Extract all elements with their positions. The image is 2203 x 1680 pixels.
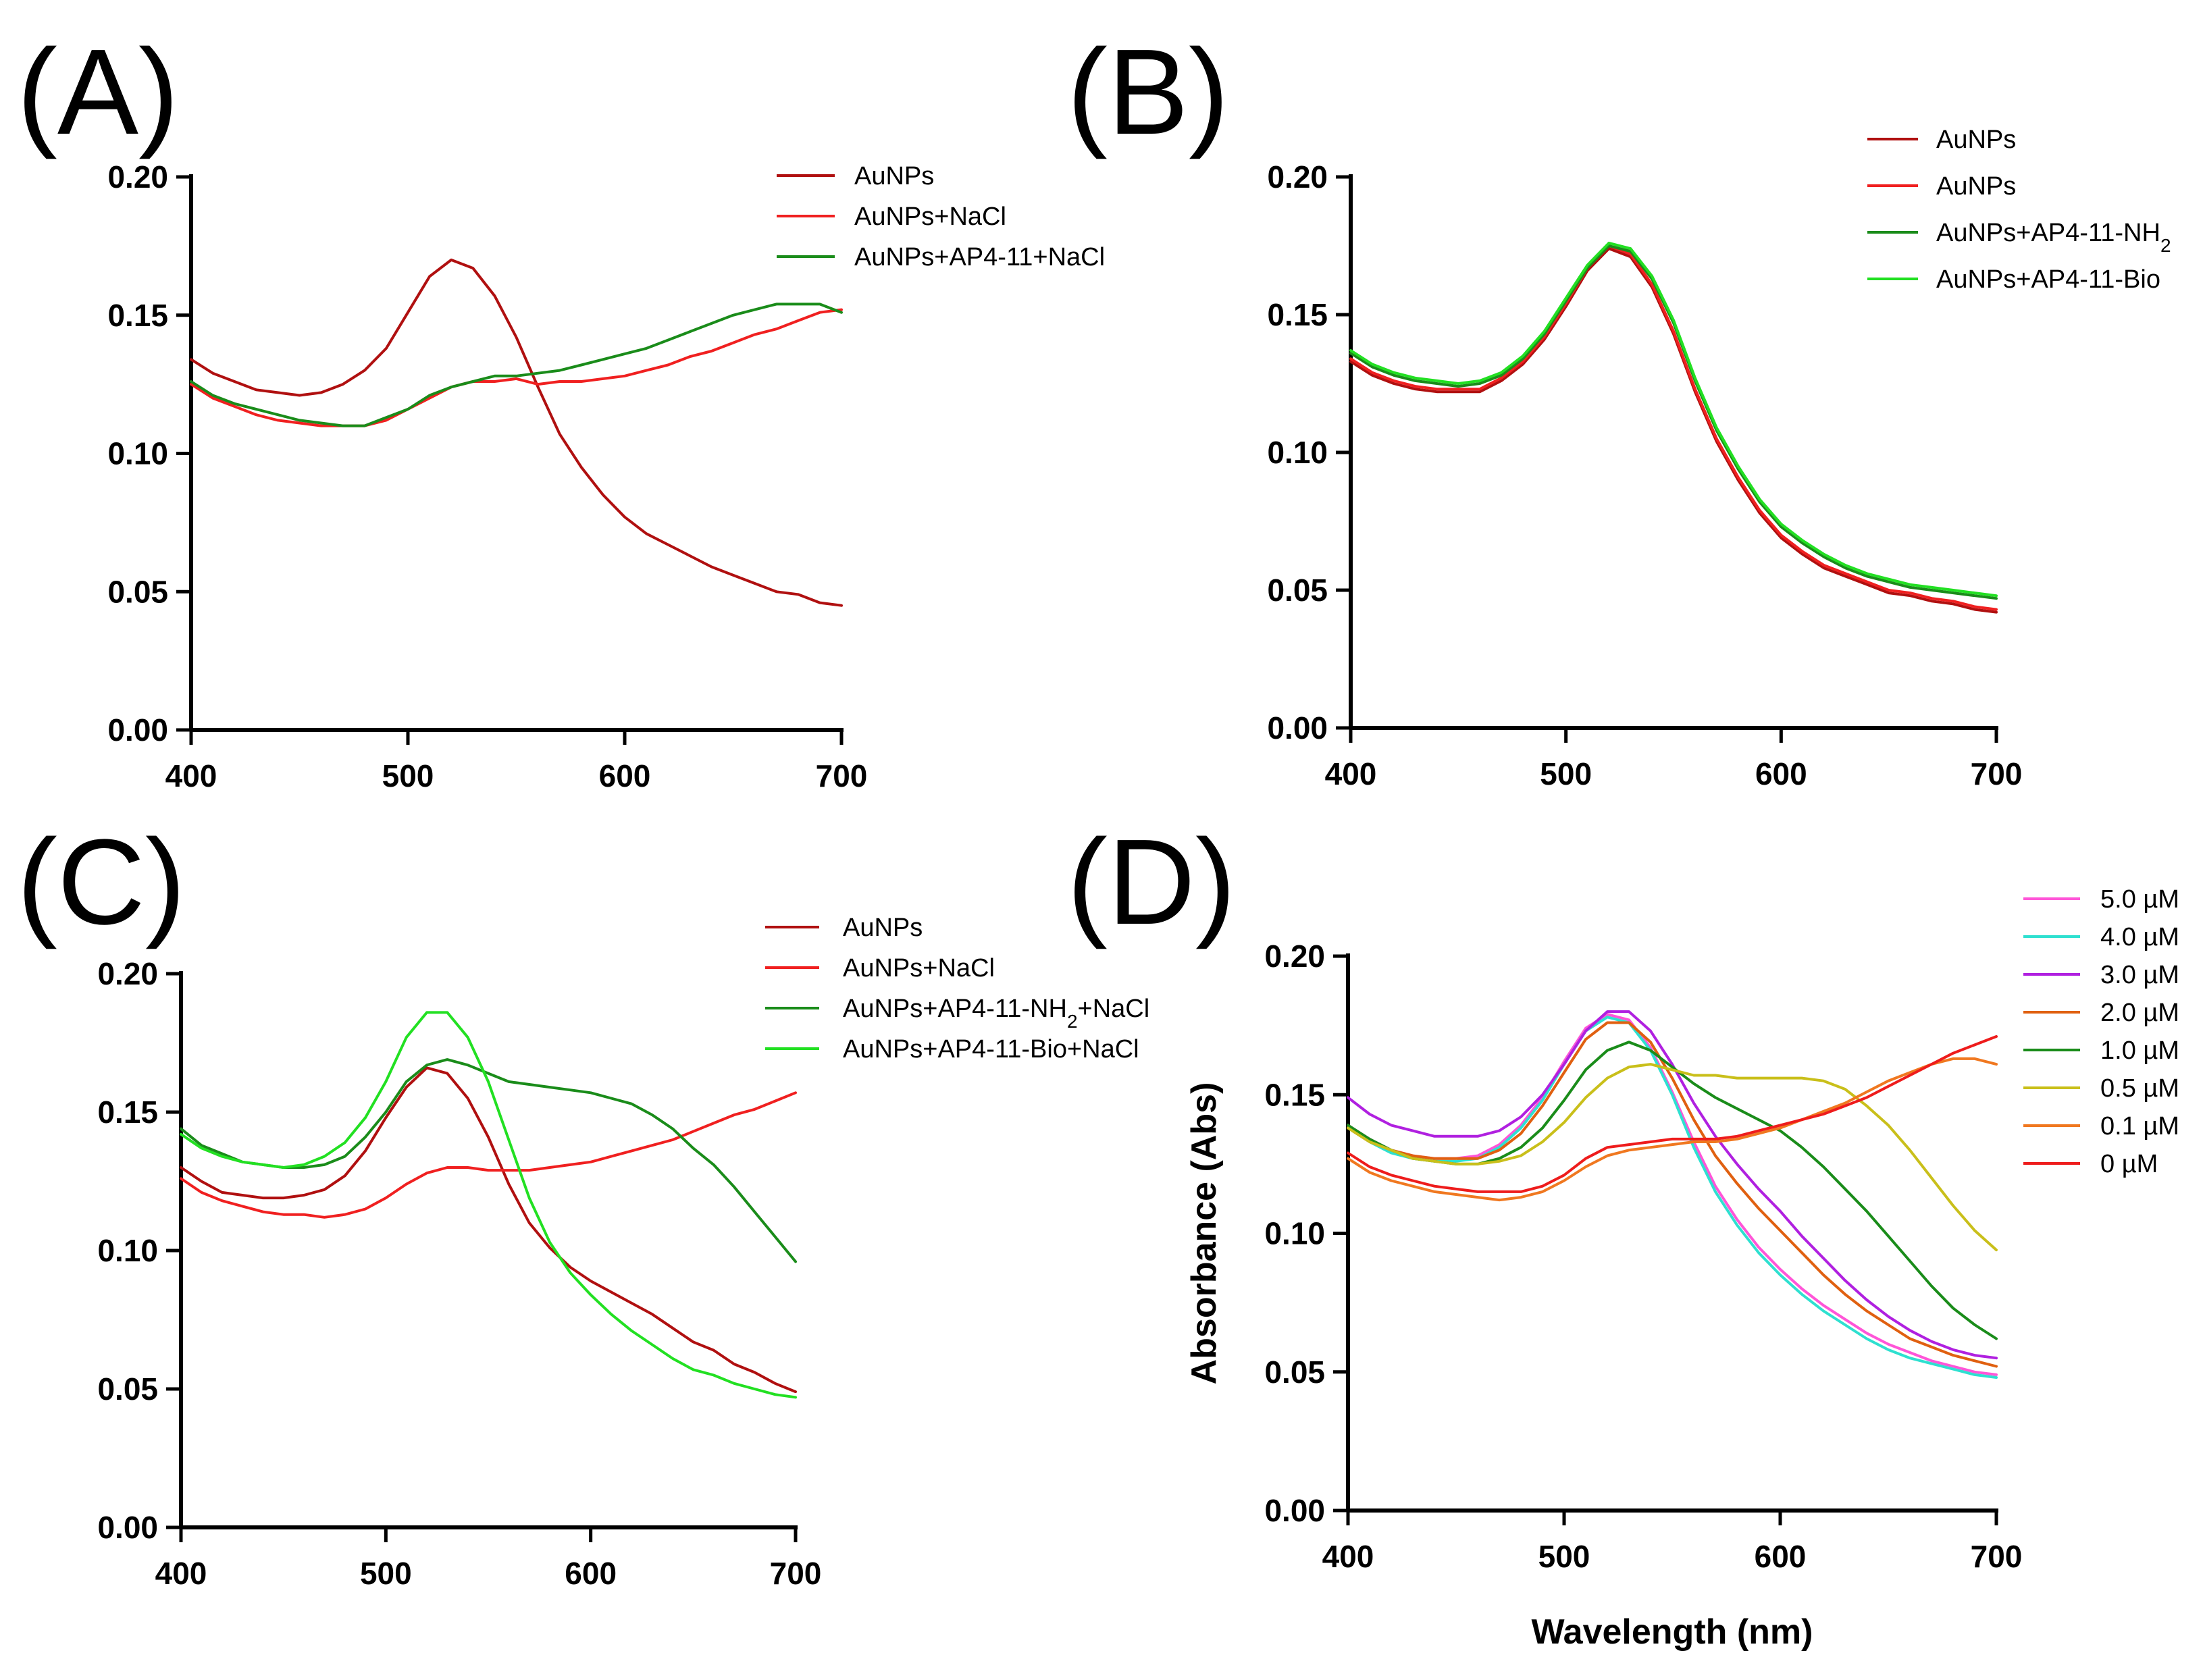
y-tick-label: 0.20	[1267, 159, 1328, 194]
x-tick-label: 600	[1755, 1539, 1807, 1574]
series-line	[190, 258, 843, 607]
series-line	[1347, 1010, 1998, 1360]
x-tick-label: 500	[382, 758, 434, 793]
y-tick-label: 0.10	[107, 436, 168, 471]
x-tick-label: 400	[1325, 756, 1377, 791]
series-line	[190, 308, 843, 427]
y-tick-label: 0.20	[1264, 939, 1325, 974]
series-line	[1349, 244, 1998, 611]
series-line	[1347, 1041, 1998, 1340]
y-tick-label: 0.20	[107, 159, 168, 194]
y-tick-label: 0.15	[97, 1095, 158, 1130]
x-tick-label: 400	[165, 758, 217, 793]
y-tick-label: 0.05	[107, 574, 168, 609]
panel-a: (A) 0.00 0.05 0.10 0.15 0.20 400 500 600 700 AuNPs…	[17, 24, 1105, 793]
x-tick-label: 700	[770, 1556, 822, 1591]
y-tick-label: 0.05	[97, 1371, 158, 1407]
panel-b: (B) 0.00 0.05 0.10 0.15 0.20 400 500 600 700 AuNPs…	[1067, 24, 2171, 791]
legend-label: AuNPs+NaCl	[843, 954, 995, 982]
y-tick-label: 0.10	[1267, 435, 1328, 470]
legend-label: AuNPs+AP4-11-Bio	[1936, 265, 2160, 294]
x-axis-title: Wavelength (nm)	[1532, 1612, 1813, 1652]
x-tick-label: 700	[1971, 756, 2023, 791]
series-line	[1347, 1016, 1998, 1379]
x-tick-label: 400	[155, 1556, 207, 1591]
panel-label: (C)	[17, 814, 186, 950]
panel-label: (A)	[17, 24, 179, 160]
y-tick-label: 0.00	[107, 712, 168, 747]
y-tick-label: 0.00	[1267, 710, 1328, 745]
series-line	[1347, 1035, 1998, 1193]
series-line	[180, 1091, 797, 1219]
series-line	[1347, 1063, 1998, 1252]
panel-label: (B)	[1067, 24, 1229, 160]
x-tick-label: 500	[360, 1556, 412, 1591]
legend-label: 3.0 µM	[2100, 961, 2179, 989]
y-tick-label: 0.15	[1264, 1077, 1325, 1112]
x-tick-label: 700	[1971, 1539, 2023, 1574]
legend-label: AuNPs+AP4-11-NH2	[1936, 219, 2171, 256]
panel-d: (D) 0.00 0.05 0.10 0.15 0.20 400 500 600 700 5.0 µ…	[1067, 814, 2179, 1652]
x-tick-label: 500	[1538, 1539, 1590, 1574]
x-tick-label: 600	[599, 758, 651, 793]
series-line	[190, 303, 843, 427]
series-line	[180, 1058, 797, 1263]
series-line	[180, 1011, 797, 1399]
series-line	[1349, 247, 1998, 614]
x-tick-label: 600	[1755, 756, 1807, 791]
series-line	[180, 1066, 797, 1394]
x-tick-label: 600	[565, 1556, 617, 1591]
y-tick-label: 0.00	[97, 1510, 158, 1545]
x-tick-label: 400	[1322, 1539, 1374, 1574]
y-tick-label: 0.10	[97, 1233, 158, 1268]
series-line	[1347, 1021, 1998, 1368]
y-tick-label: 0.10	[1264, 1216, 1325, 1251]
legend-label: 4.0 µM	[2100, 923, 2179, 951]
series-line	[1349, 244, 1998, 600]
legend-label: AuNPs	[1936, 172, 2016, 201]
y-tick-label: 0.05	[1267, 573, 1328, 608]
legend-label: 2.0 µM	[2100, 999, 2179, 1027]
series-line	[1347, 1057, 1998, 1202]
legend-label: AuNPs+NaCl	[854, 203, 1006, 231]
y-tick-label: 0.00	[1264, 1493, 1325, 1528]
legend-label: AuNPs	[854, 162, 934, 190]
legend-label: AuNPs	[1936, 126, 2016, 154]
legend-label: 1.0 µM	[2100, 1036, 2179, 1065]
x-tick-label: 700	[816, 758, 868, 793]
legend-label: AuNPs+AP4-11+NaCl	[854, 243, 1105, 271]
legend-label: AuNPs+AP4-11-NH2+NaCl	[843, 995, 1149, 1032]
y-axis-title: Absorbance (Abs)	[1185, 1082, 1224, 1385]
y-tick-label: 0.05	[1264, 1355, 1325, 1390]
panel-label: (D)	[1067, 814, 1236, 950]
y-tick-label: 0.20	[97, 956, 158, 991]
legend-label: AuNPs	[843, 914, 923, 942]
legend-label: 0 µM	[2100, 1150, 2158, 1178]
panel-c: (C) 0.00 0.05 0.10 0.15 0.20 400 500 600 700 AuNPs…	[17, 814, 1149, 1591]
legend-label: 0.1 µM	[2100, 1112, 2179, 1140]
legend-label: 5.0 µM	[2100, 885, 2179, 914]
y-tick-label: 0.15	[1267, 297, 1328, 332]
series-line	[1349, 241, 1998, 598]
legend-label: AuNPs+AP4-11-Bio+NaCl	[843, 1035, 1139, 1064]
x-tick-label: 500	[1540, 756, 1592, 791]
y-tick-label: 0.15	[107, 298, 168, 333]
legend-label: 0.5 µM	[2100, 1074, 2179, 1103]
